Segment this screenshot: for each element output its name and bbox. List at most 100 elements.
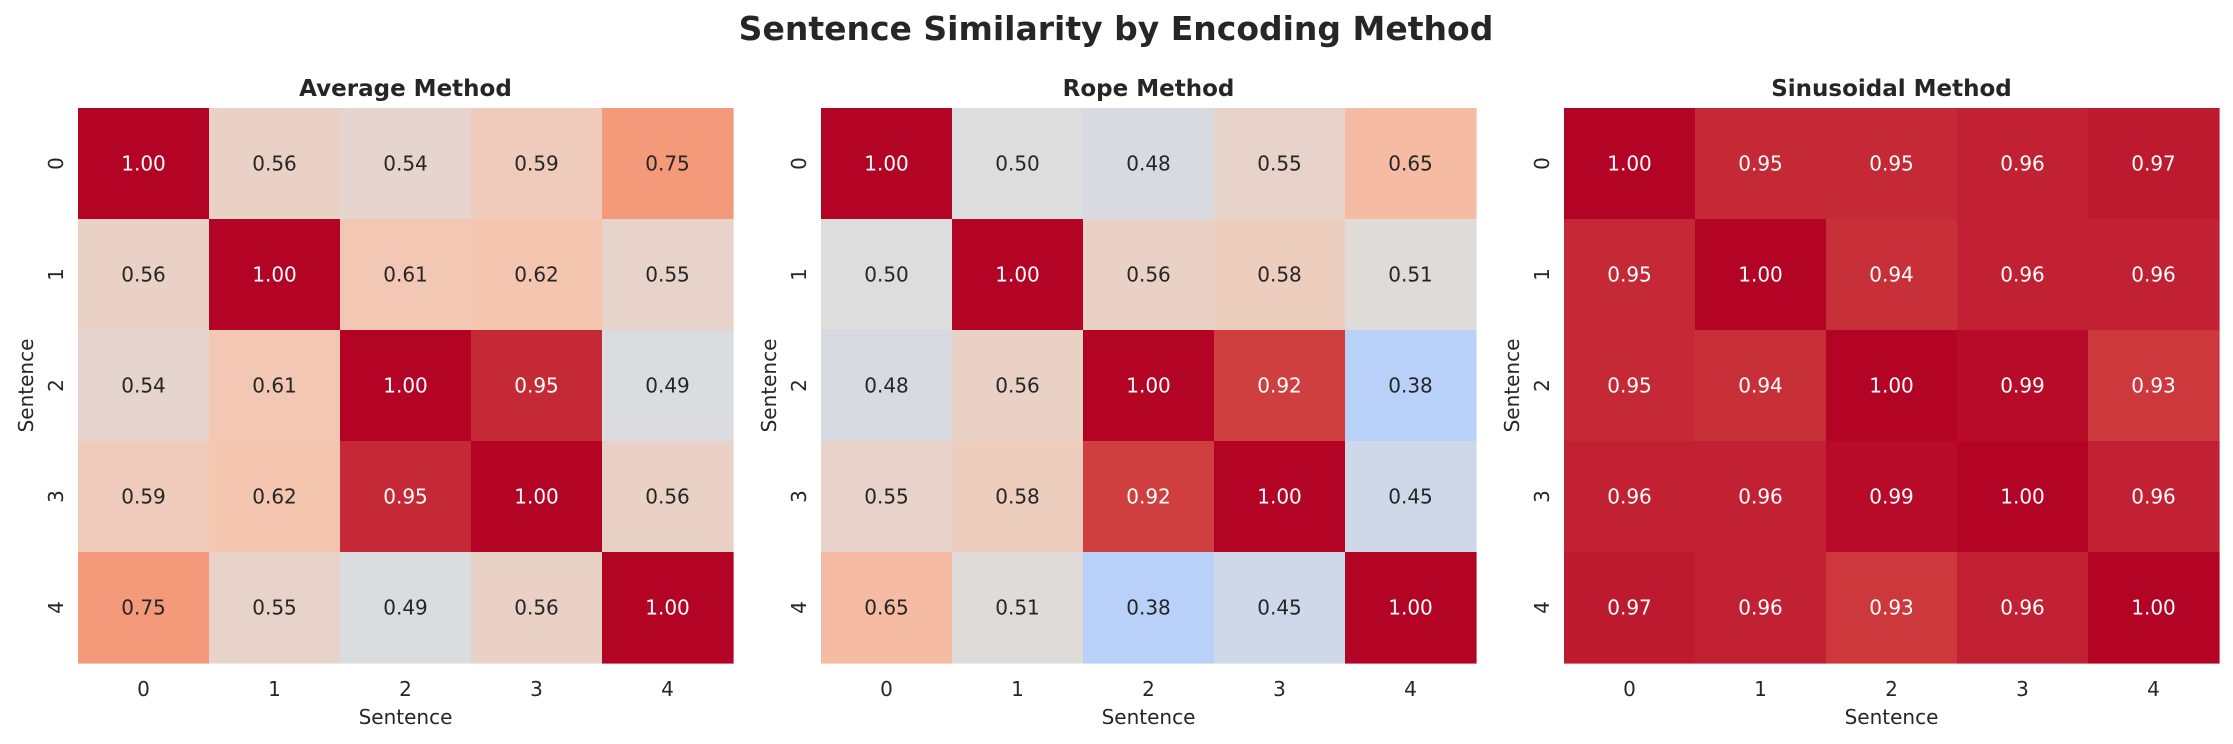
- cell-value-label: 1.00: [645, 596, 690, 620]
- cell-value-label: 0.50: [995, 152, 1040, 176]
- heatmap-cell: [209, 108, 341, 220]
- heatmap-cell: [1826, 552, 1958, 664]
- heatmap-cell: [2088, 441, 2220, 553]
- cell-value-label: 0.97: [1607, 596, 1652, 620]
- cell-value-label: 0.48: [1126, 152, 1171, 176]
- heatmap-cell: [2088, 552, 2220, 664]
- x-tick-label: 4: [2147, 677, 2160, 701]
- y-tick-label: 4: [44, 601, 68, 614]
- cell-value-label: 0.95: [514, 374, 559, 398]
- y-tick-label: 3: [787, 490, 811, 503]
- cell-value-label: 0.56: [121, 263, 166, 287]
- heatmap-cell: [1826, 108, 1958, 220]
- heatmap-cell: [1564, 108, 1696, 220]
- heatmap-cell: [821, 219, 953, 331]
- heatmap-cell: [1083, 108, 1215, 220]
- heatmap-cell: [1826, 219, 1958, 331]
- heatmap-cell: [1695, 441, 1827, 553]
- cell-value-label: 0.96: [1607, 485, 1652, 509]
- x-tick-label: 1: [268, 677, 281, 701]
- x-tick-label: 3: [2016, 677, 2029, 701]
- cell-value-label: 1.00: [121, 152, 166, 176]
- x-axis-label: Sentence: [1102, 705, 1196, 729]
- cell-value-label: 0.95: [383, 485, 428, 509]
- y-tick-label: 3: [1530, 490, 1554, 503]
- heatmap-cell: [1345, 552, 1477, 664]
- heatmap-cell: [952, 441, 1084, 553]
- cell-value-label: 0.56: [252, 152, 297, 176]
- cell-value-label: 0.96: [2131, 485, 2176, 509]
- heatmap-cell: [1957, 330, 2089, 442]
- cell-value-label: 1.00: [1869, 374, 1914, 398]
- heatmap-cell: [821, 108, 953, 220]
- heatmap-cell: [78, 552, 210, 664]
- heatmap-cell: [209, 552, 341, 664]
- cell-value-label: 0.99: [2000, 374, 2045, 398]
- cell-value-label: 0.38: [1126, 596, 1171, 620]
- heatmap-cell: [1564, 552, 1696, 664]
- cell-value-label: 0.92: [1126, 485, 1171, 509]
- cell-value-label: 1.00: [514, 485, 559, 509]
- x-tick-label: 2: [1142, 677, 1155, 701]
- heatmap-cell: [1695, 552, 1827, 664]
- cell-value-label: 0.51: [1388, 263, 1433, 287]
- heatmap-cell: [602, 219, 734, 331]
- heatmap-cell: [602, 108, 734, 220]
- heatmap-cell: [1083, 330, 1215, 442]
- heatmap-cell: [1214, 552, 1346, 664]
- y-axis-label: Sentence: [757, 339, 781, 433]
- heatmap-cell: [471, 108, 603, 220]
- x-tick-label: 0: [880, 677, 893, 701]
- cell-value-label: 0.59: [514, 152, 559, 176]
- cell-value-label: 0.94: [1738, 374, 1783, 398]
- heatmap-cell: [952, 108, 1084, 220]
- cell-value-label: 0.94: [1869, 263, 1914, 287]
- heatmap-cell: [471, 330, 603, 442]
- x-tick-label: 3: [1273, 677, 1286, 701]
- cell-value-label: 0.96: [2000, 596, 2045, 620]
- x-tick-label: 0: [137, 677, 150, 701]
- heatmap-cell: [1345, 330, 1477, 442]
- heatmap-cell: [821, 552, 953, 664]
- heatmap-cell: [78, 441, 210, 553]
- cell-value-label: 0.56: [514, 596, 559, 620]
- heatmap-cell: [1214, 108, 1346, 220]
- cell-value-label: 0.59: [121, 485, 166, 509]
- heatmap-cell: [1564, 219, 1696, 331]
- x-axis-label: Sentence: [359, 705, 453, 729]
- heatmap-cell: [1345, 108, 1477, 220]
- cell-value-label: 0.55: [645, 263, 690, 287]
- y-tick-label: 4: [1530, 601, 1554, 614]
- heatmap-cell: [602, 330, 734, 442]
- heatmap-panel-2: Sinusoidal Method 1.00 0.95 0.95 0.96 0.97 0.9…: [1500, 76, 2220, 729]
- x-tick-label: 1: [1011, 677, 1024, 701]
- cell-value-label: 1.00: [995, 263, 1040, 287]
- y-tick-label: 2: [1530, 379, 1554, 392]
- cell-value-label: 0.96: [2131, 263, 2176, 287]
- cell-value-label: 1.00: [1738, 263, 1783, 287]
- heatmap-cell: [1214, 441, 1346, 553]
- heatmap-cell: [340, 330, 472, 442]
- y-tick-label: 2: [787, 379, 811, 392]
- x-tick-label: 2: [1885, 677, 1898, 701]
- cell-value-label: 0.56: [1126, 263, 1171, 287]
- cell-value-label: 0.62: [252, 485, 297, 509]
- heatmap-cell: [1345, 219, 1477, 331]
- x-tick-label: 1: [1754, 677, 1767, 701]
- cell-value-label: 0.96: [2000, 152, 2045, 176]
- panel-title: Rope Method: [1063, 76, 1235, 102]
- cell-value-label: 1.00: [864, 152, 909, 176]
- cell-value-label: 0.45: [1388, 485, 1433, 509]
- cell-value-label: 0.54: [121, 374, 166, 398]
- heatmap-cell: [952, 330, 1084, 442]
- heatmap-cell: [952, 219, 1084, 331]
- heatmap-cell: [1083, 219, 1215, 331]
- cell-value-label: 0.55: [1257, 152, 1302, 176]
- heatmap-cell: [1826, 330, 1958, 442]
- cell-value-label: 0.55: [252, 596, 297, 620]
- y-axis-label: Sentence: [1500, 339, 1524, 433]
- cell-value-label: 0.61: [252, 374, 297, 398]
- heatmap-cell: [1957, 219, 2089, 331]
